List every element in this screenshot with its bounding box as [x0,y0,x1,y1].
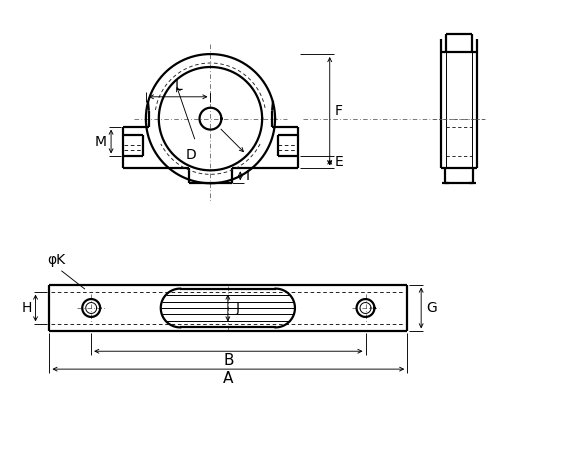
Text: G: G [426,301,437,315]
Text: E: E [335,155,343,169]
Text: φK: φK [47,253,66,267]
Text: F: F [335,104,343,118]
Text: L: L [174,79,182,93]
Text: B: B [223,353,234,368]
Text: J: J [236,301,240,315]
Text: A: A [223,371,234,386]
Text: M: M [95,135,107,149]
Text: H: H [21,301,31,315]
Text: I: I [246,169,250,183]
Text: D: D [185,149,196,163]
